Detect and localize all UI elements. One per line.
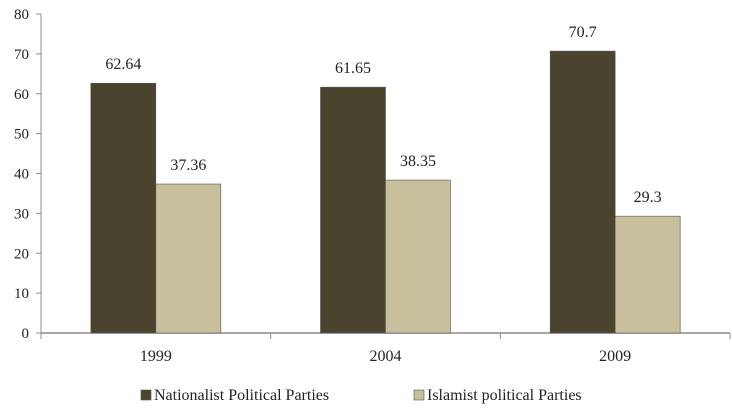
- bar-nationalist-1999: [90, 82, 157, 334]
- legend-swatch-islamist: [413, 389, 425, 401]
- chart-legend: Nationalist Political Parties Islamist po…: [140, 387, 582, 404]
- y-tick-label: 80: [14, 7, 29, 23]
- y-tick-label: 20: [14, 246, 29, 262]
- x-tick-label: 2009: [599, 348, 631, 365]
- bar-islamist-2004: [385, 179, 451, 334]
- chart-data-labels: 62.64 37.36 61.65 38.35 70.7 29.3: [105, 24, 661, 206]
- data-label: 38.35: [400, 153, 436, 170]
- data-label: 29.3: [634, 189, 662, 206]
- bar-islamist-1999: [155, 183, 222, 334]
- y-tick-label: 0: [22, 326, 30, 342]
- y-tick-label: 40: [14, 167, 29, 183]
- x-tick-label: 2004: [370, 348, 402, 365]
- data-label: 61.65: [335, 60, 371, 77]
- legend-label-nationalist: Nationalist Political Parties: [154, 387, 329, 404]
- y-tick-label: 70: [14, 47, 29, 63]
- chart-bars: [90, 50, 681, 334]
- bar-nationalist-2004: [320, 86, 386, 334]
- y-tick-label: 10: [14, 286, 29, 302]
- y-tick-label: 60: [14, 87, 29, 103]
- legend-swatch-nationalist: [140, 389, 152, 401]
- bar-islamist-2009: [614, 215, 681, 334]
- data-label: 62.64: [105, 56, 141, 73]
- data-label: 70.7: [569, 24, 597, 41]
- bar-nationalist-2009: [549, 50, 616, 334]
- legend-label-islamist: Islamist political Parties: [427, 387, 582, 404]
- x-tick-label: 1999: [140, 348, 172, 365]
- data-label: 37.36: [170, 157, 206, 174]
- y-tick-label: 50: [14, 127, 29, 143]
- y-tick-label: 30: [14, 206, 29, 222]
